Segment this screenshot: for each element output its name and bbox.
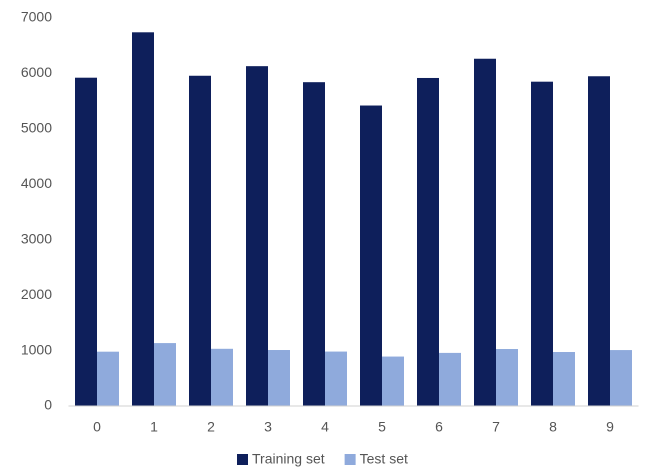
x-tick-label: 0 <box>93 419 101 435</box>
bar <box>382 356 404 406</box>
bar <box>211 348 233 406</box>
bar <box>268 350 290 406</box>
x-tick-label: 9 <box>606 419 614 435</box>
y-tick-label: 7000 <box>21 9 52 25</box>
bar <box>154 343 176 406</box>
legend-label: Test set <box>360 451 408 467</box>
y-tick-label: 4000 <box>21 175 52 191</box>
bar <box>189 75 211 407</box>
legend-swatch <box>344 454 356 465</box>
y-tick-label: 3000 <box>21 230 52 246</box>
bar <box>303 82 325 407</box>
x-tick-label: 1 <box>150 419 158 435</box>
bar <box>553 352 575 406</box>
bar <box>132 32 154 407</box>
x-tick-label: 2 <box>207 419 215 435</box>
bar <box>610 350 632 406</box>
x-tick-label: 4 <box>321 419 329 435</box>
bar <box>588 76 610 406</box>
y-tick-label: 6000 <box>21 64 52 80</box>
bar <box>97 351 119 406</box>
y-tick-label: 0 <box>44 397 52 413</box>
y-tick-label: 5000 <box>21 120 52 136</box>
bar <box>439 352 461 406</box>
x-tick-label: 6 <box>435 419 443 435</box>
bar <box>417 77 439 406</box>
x-tick-label: 7 <box>492 419 500 435</box>
bar <box>75 77 97 407</box>
x-tick-label: 5 <box>378 419 386 435</box>
y-tick-label: 1000 <box>21 341 52 357</box>
bar <box>531 81 553 406</box>
y-tick-label: 2000 <box>21 286 52 302</box>
x-tick-label: 8 <box>549 419 557 435</box>
x-tick-label: 3 <box>264 419 272 435</box>
legend-swatch <box>237 454 248 465</box>
bar <box>474 58 496 407</box>
bar <box>246 66 268 407</box>
bar <box>496 349 518 406</box>
legend-label: Training set <box>252 451 325 467</box>
bar <box>325 351 347 406</box>
bar <box>360 105 382 406</box>
